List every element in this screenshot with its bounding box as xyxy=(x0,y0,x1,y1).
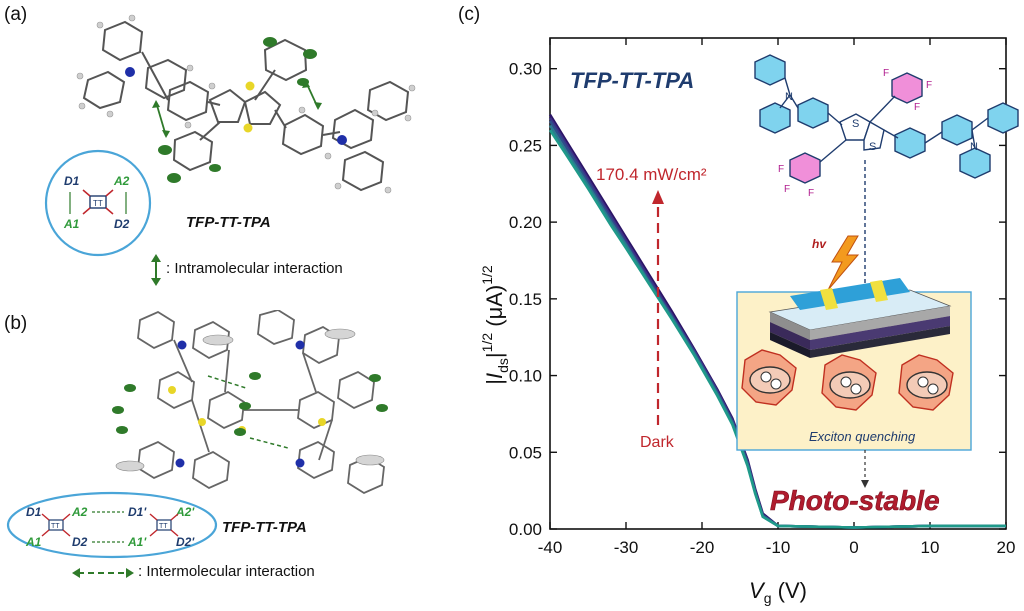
x-tick-label: 20 xyxy=(997,538,1016,557)
intensity-arrowhead-icon xyxy=(652,190,664,204)
x-tick-label: -20 xyxy=(690,538,715,557)
diagram-a-core: TT xyxy=(93,199,103,208)
diagram-a-a2: A2 xyxy=(113,174,130,188)
inset-title: TFP-TT-TPA xyxy=(570,68,694,93)
panel-b-crystal-packing xyxy=(112,310,388,495)
diagram-b-d1: D1 xyxy=(26,505,42,519)
tfp-tt-tpa-structure: N N S S F F F F F F xyxy=(754,54,1019,199)
panel-a-da-diagram: D1 A2 A1 D2 TT xyxy=(44,149,152,257)
atom-f-1: F xyxy=(883,68,889,79)
atom-f-5: F xyxy=(784,184,790,195)
atom-n-2: N xyxy=(970,141,978,153)
diagram-b-core-1: TT xyxy=(51,523,60,530)
panel-a-label: (a) xyxy=(4,4,28,25)
intensity-label: 170.4 mW/cm² xyxy=(596,165,707,184)
y-tick-label: 0.05 xyxy=(509,443,542,462)
diagram-b-d2p: D2' xyxy=(176,535,195,549)
y-tick-label: 0.00 xyxy=(509,520,542,539)
diagram-b-d1p: D1' xyxy=(128,505,147,519)
y-tick-label: 0.15 xyxy=(509,290,542,309)
inset-down-arrowhead-icon xyxy=(861,480,869,488)
diagram-b-d2: D2 xyxy=(72,535,88,549)
atom-s-2: S xyxy=(869,141,876,153)
panel-b-da-diagram: D1 A2 D1' A2' A1 D2 A1' D2' TT TT xyxy=(6,491,218,559)
panel-b-legend: : Intermolecular interaction xyxy=(138,563,315,580)
panel-a-legend: : Intramolecular interaction xyxy=(166,260,343,277)
panel-a-crystal-structure xyxy=(76,14,416,194)
exciton-icon-1 xyxy=(741,349,797,406)
diagram-b-a1: A1 xyxy=(25,535,42,549)
intermolecular-arrow-icon xyxy=(72,568,134,578)
exciton-icon-3 xyxy=(898,354,954,411)
y-tick-label: 0.10 xyxy=(509,367,542,386)
atom-f-6: F xyxy=(808,188,814,199)
panel-a-molecule-name: TFP-TT-TPA xyxy=(186,214,271,231)
y-tick-label: 0.20 xyxy=(509,213,542,232)
diagram-a-a1: A1 xyxy=(63,217,80,231)
x-tick-label: -10 xyxy=(766,538,791,557)
hv-label: hv xyxy=(812,237,827,251)
atom-f-2: F xyxy=(926,80,932,91)
panel-b-label: (b) xyxy=(4,313,28,334)
y-tick-label: 0.30 xyxy=(509,60,542,79)
dark-label: Dark xyxy=(640,434,675,451)
panel-c-label: (c) xyxy=(458,4,481,25)
x-tick-label: 0 xyxy=(849,538,858,557)
atom-f-3: F xyxy=(914,102,920,113)
transfer-curve-chart: |Ids|1/2 (μA)1/2 Vg (V) -40 -30 -20 -10 0 10 2… xyxy=(479,37,1019,606)
panel-b-molecule-name: TFP-TT-TPA xyxy=(222,519,307,536)
diagram-b-a2: A2 xyxy=(71,505,88,519)
atom-n-1: N xyxy=(785,91,793,103)
y-tick-label: 0.25 xyxy=(509,136,542,155)
intramolecular-arrow-icon xyxy=(151,254,161,286)
x-tick-label: -40 xyxy=(538,538,563,557)
exciton-quenching-label: Exciton quenching xyxy=(809,429,916,444)
diagram-b-core-2: TT xyxy=(159,523,168,530)
atom-s-1: S xyxy=(852,118,859,130)
atom-f-4: F xyxy=(778,164,784,175)
series-lines xyxy=(548,114,1006,529)
diagram-a-d1: D1 xyxy=(64,174,80,188)
lightning-icon xyxy=(827,235,860,291)
diagram-a-d2: D2 xyxy=(114,217,130,231)
axes: -40 -30 -20 -10 0 10 20 0.00 0.05 0.10 0.15 0.20 0.2… xyxy=(509,37,1016,557)
diagram-b-a2p: A2' xyxy=(175,505,195,519)
exciton-icon-2 xyxy=(821,354,877,411)
x-tick-label: 10 xyxy=(921,538,940,557)
diagram-b-a1p: A1' xyxy=(127,535,147,549)
series-line-5 xyxy=(548,129,1006,529)
y-axis-label: |Ids|1/2 (μA)1/2 xyxy=(479,265,511,385)
x-tick-label: -30 xyxy=(614,538,639,557)
x-axis-label: Vg (V) xyxy=(749,578,807,606)
photo-stable-label: Photo-stable xyxy=(770,485,940,516)
device-stack-icon xyxy=(768,278,952,358)
